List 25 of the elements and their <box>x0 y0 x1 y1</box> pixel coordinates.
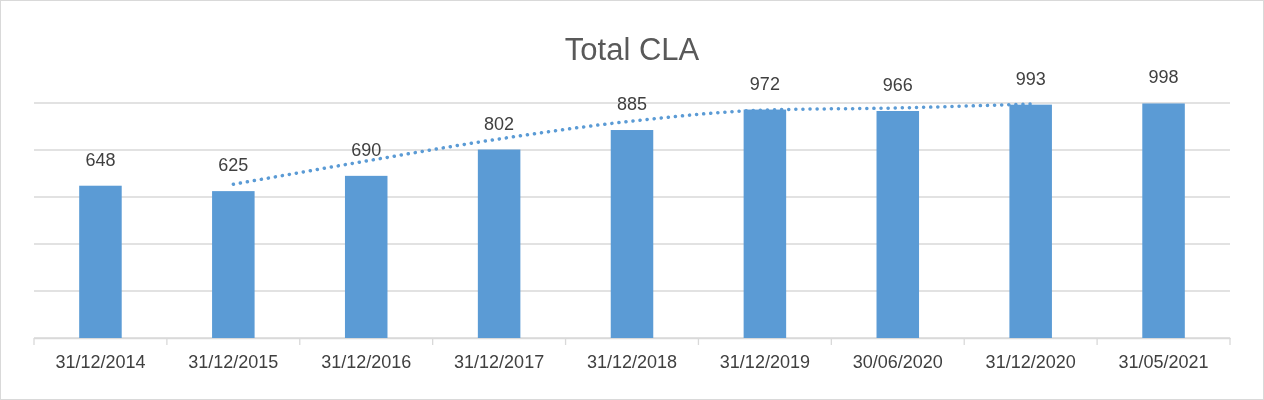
chart-title: Total CLA <box>564 32 700 67</box>
x-tick-label: 31/12/2019 <box>719 352 810 372</box>
bar <box>344 175 388 338</box>
data-label: 690 <box>351 139 382 160</box>
data-label: 625 <box>218 155 249 176</box>
data-label: 972 <box>749 73 780 94</box>
x-tick-label: 31/12/2018 <box>586 352 678 372</box>
bar <box>477 149 521 338</box>
data-label: 802 <box>484 113 515 134</box>
bar <box>79 185 122 338</box>
data-label: 966 <box>882 74 913 95</box>
x-tick-label: 31/12/2017 <box>454 352 545 372</box>
x-tick-label: 30/06/2020 <box>852 352 943 372</box>
bar <box>212 191 255 338</box>
x-tick-label: 31/12/2015 <box>188 352 279 372</box>
data-label: 993 <box>1015 68 1046 89</box>
bar <box>1142 103 1185 338</box>
x-tick-label: 31/05/2021 <box>1118 352 1209 372</box>
x-tick-label: 31/12/2014 <box>55 352 146 372</box>
x-tick-label: 31/12/2016 <box>321 352 412 372</box>
x-tick-label: 31/12/2020 <box>985 352 1076 372</box>
bar <box>610 130 654 338</box>
data-label: 885 <box>616 94 648 115</box>
data-label: 998 <box>1148 67 1179 88</box>
data-label: 648 <box>85 149 116 170</box>
